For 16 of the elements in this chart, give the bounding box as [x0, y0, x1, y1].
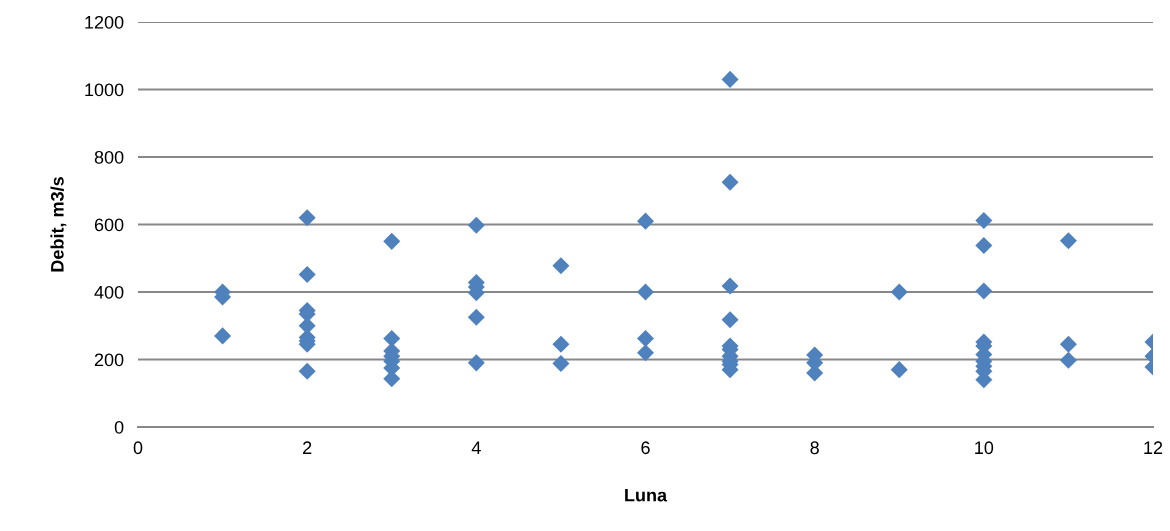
y-tick-label: 600 — [94, 218, 124, 232]
y-tick-label: 800 — [94, 150, 124, 164]
y-tick-label: 200 — [94, 353, 124, 367]
x-tick-label: 8 — [810, 441, 819, 455]
x-axis-title: Luna — [625, 488, 668, 502]
x-tick-label: 10 — [975, 441, 994, 455]
y-axis-title: Debit, m3/s — [50, 177, 67, 272]
y-tick-label: 1200 — [85, 15, 124, 29]
x-tick-label: 4 — [471, 441, 481, 454]
x-tick-label: 6 — [641, 441, 650, 455]
x-tick-label: 12 — [1144, 441, 1163, 454]
y-tick-label: 0 — [114, 420, 124, 434]
x-tick-label: 2 — [303, 441, 312, 454]
x-tick-label: 0 — [133, 441, 143, 455]
y-tick-label: 400 — [94, 285, 124, 299]
y-tick-label: 1000 — [85, 83, 124, 97]
